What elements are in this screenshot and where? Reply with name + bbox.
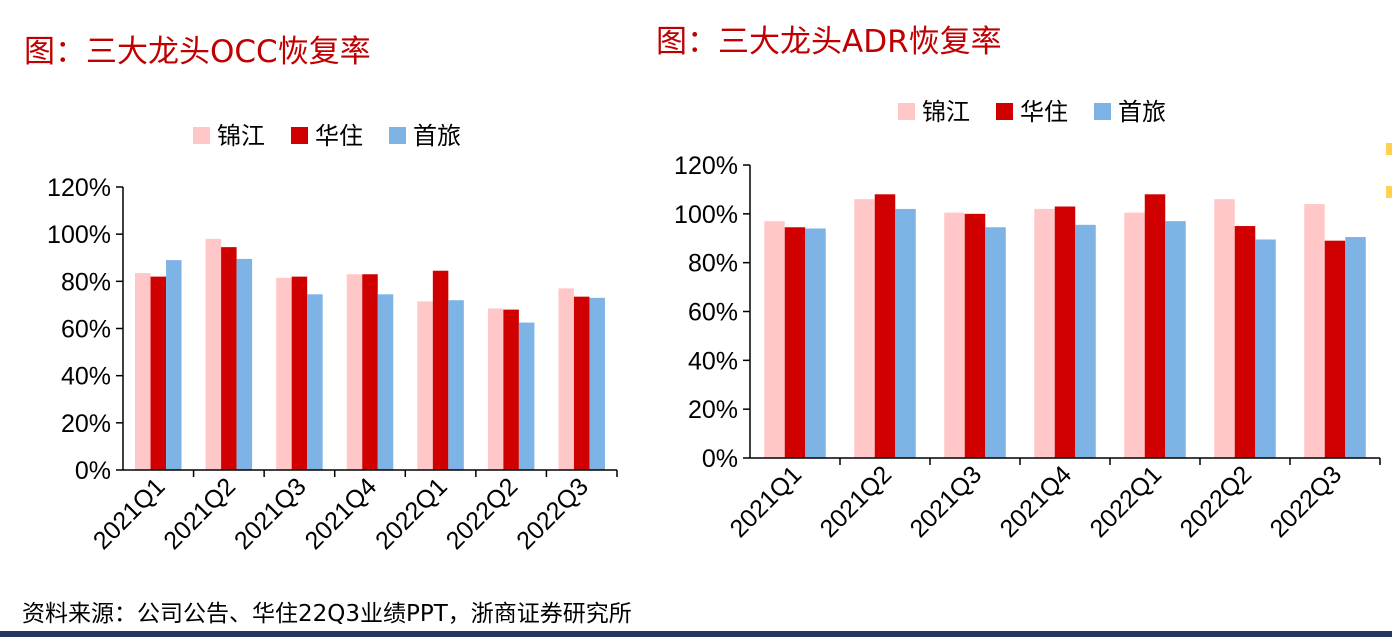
legend-swatch-jinjiang [193, 127, 210, 144]
bar-huazhu-2022Q1 [432, 270, 449, 470]
x-tick-label: 2022Q2 [1175, 460, 1258, 543]
occ-recovery-chart: 锦江 华住 首旅0%20%40%60%80%100%120%2021Q12021Q2… [47, 122, 618, 555]
legend-swatch-huazhu [996, 103, 1013, 120]
bar-jinjiang-2022Q3 [1304, 204, 1325, 458]
bar-shoulv-2022Q2 [518, 322, 535, 470]
chart-title-adr: 图：三大龙头ADR恢复率 [656, 24, 1002, 60]
bar-huazhu-2022Q1 [1144, 194, 1166, 459]
y-tick-label: 40% [61, 363, 111, 391]
legend-label-huazhu: 华住 [315, 122, 363, 150]
bar-huazhu-2021Q3 [291, 276, 308, 470]
bar-shoulv-2022Q1 [1165, 221, 1186, 458]
legend-swatch-shoulv [1094, 103, 1111, 120]
legend-label-shoulv: 首旅 [1118, 98, 1166, 126]
bar-jinjiang-2021Q4 [1034, 208, 1055, 458]
legend-label-huazhu: 华住 [1020, 98, 1068, 126]
bar-shoulv-2021Q3 [307, 294, 323, 470]
chart-title-occ: 图：三大龙头OCC恢复率 [24, 34, 371, 70]
y-tick-label: 0% [702, 445, 738, 473]
bar-shoulv-2021Q4 [377, 294, 394, 470]
bar-huazhu-2021Q1 [150, 276, 167, 470]
bar-jinjiang-2022Q3 [558, 288, 574, 470]
bar-shoulv-2021Q1 [805, 228, 826, 458]
bar-jinjiang-2021Q2 [854, 199, 875, 458]
legend-label-shoulv: 首旅 [413, 122, 461, 150]
bar-jinjiang-2021Q2 [205, 238, 222, 470]
y-tick-label: 40% [688, 347, 738, 375]
bar-huazhu-2021Q4 [362, 274, 378, 470]
bar-shoulv-2021Q2 [895, 208, 916, 458]
y-tick-label: 60% [688, 299, 738, 327]
bar-shoulv-2022Q2 [1255, 239, 1276, 458]
bar-jinjiang-2022Q2 [1214, 199, 1235, 458]
y-tick-label: 120% [47, 174, 111, 202]
bar-huazhu-2021Q1 [784, 227, 806, 458]
bar-huazhu-2022Q2 [503, 309, 519, 470]
x-tick-label: 2022Q3 [1265, 460, 1348, 543]
y-tick-label: 100% [674, 201, 738, 229]
bar-huazhu-2021Q2 [221, 247, 237, 470]
bar-shoulv-2021Q3 [985, 227, 1006, 458]
y-tick-label: 80% [688, 250, 738, 278]
bar-shoulv-2021Q4 [1075, 224, 1096, 458]
legend-swatch-jinjiang [898, 103, 915, 120]
bar-shoulv-2022Q3 [589, 297, 605, 470]
x-tick-label: 2021Q2 [158, 472, 241, 555]
bar-jinjiang-2021Q1 [764, 221, 785, 458]
x-tick-label: 2022Q1 [370, 472, 453, 555]
y-tick-label: 80% [61, 268, 111, 296]
bar-huazhu-2021Q2 [874, 194, 896, 459]
x-tick-label: 2022Q1 [1085, 460, 1168, 543]
bar-jinjiang-2022Q2 [487, 308, 504, 470]
bar-huazhu-2021Q4 [1054, 206, 1076, 458]
bar-huazhu-2022Q2 [1234, 226, 1256, 458]
x-tick-label: 2022Q3 [511, 472, 594, 555]
legend-label-jinjiang: 锦江 [922, 98, 970, 126]
edge-mark [1386, 186, 1392, 198]
y-tick-label: 20% [688, 396, 738, 424]
legend-swatch-huazhu [291, 127, 308, 144]
y-tick-label: 0% [75, 457, 111, 485]
edge-mark [1386, 143, 1392, 155]
y-tick-label: 20% [61, 410, 111, 438]
bar-shoulv-2022Q3 [1345, 237, 1366, 458]
adr-recovery-chart: 锦江 华住 首旅0%20%40%60%80%100%120%2021Q1 2021Q2… [674, 98, 1381, 543]
y-tick-label: 100% [47, 221, 111, 249]
bar-jinjiang-2021Q3 [276, 277, 292, 470]
legend-label-jinjiang: 锦江 [217, 122, 265, 150]
bar-jinjiang-2021Q1 [135, 273, 151, 470]
bar-huazhu-2022Q3 [1324, 240, 1346, 458]
x-tick-label: 2021Q2 [815, 460, 898, 543]
bar-jinjiang-2021Q3 [944, 212, 965, 458]
x-tick-label: 2021Q3 [905, 460, 988, 543]
bottom-rule [0, 631, 1392, 637]
x-tick-label: 2021Q4 [300, 472, 383, 555]
x-tick-label: 2021Q4 [995, 460, 1078, 543]
bar-huazhu-2022Q3 [573, 296, 590, 470]
bar-jinjiang-2021Q4 [346, 274, 363, 470]
bar-shoulv-2022Q1 [448, 300, 464, 470]
bar-huazhu-2021Q3 [964, 213, 986, 458]
x-tick-label: 2021Q3 [229, 472, 312, 555]
source-note: 资料来源：公司公告、华住22Q3业绩PPT，浙商证券研究所 [22, 601, 632, 627]
bar-shoulv-2021Q1 [166, 260, 182, 470]
x-tick-label: 2022Q2 [441, 472, 524, 555]
bar-jinjiang-2022Q1 [1124, 212, 1145, 458]
y-tick-label: 60% [61, 316, 111, 344]
bar-jinjiang-2022Q1 [417, 301, 433, 470]
y-tick-label: 120% [674, 152, 738, 180]
legend-swatch-shoulv [389, 127, 406, 144]
bar-shoulv-2021Q2 [236, 258, 253, 470]
